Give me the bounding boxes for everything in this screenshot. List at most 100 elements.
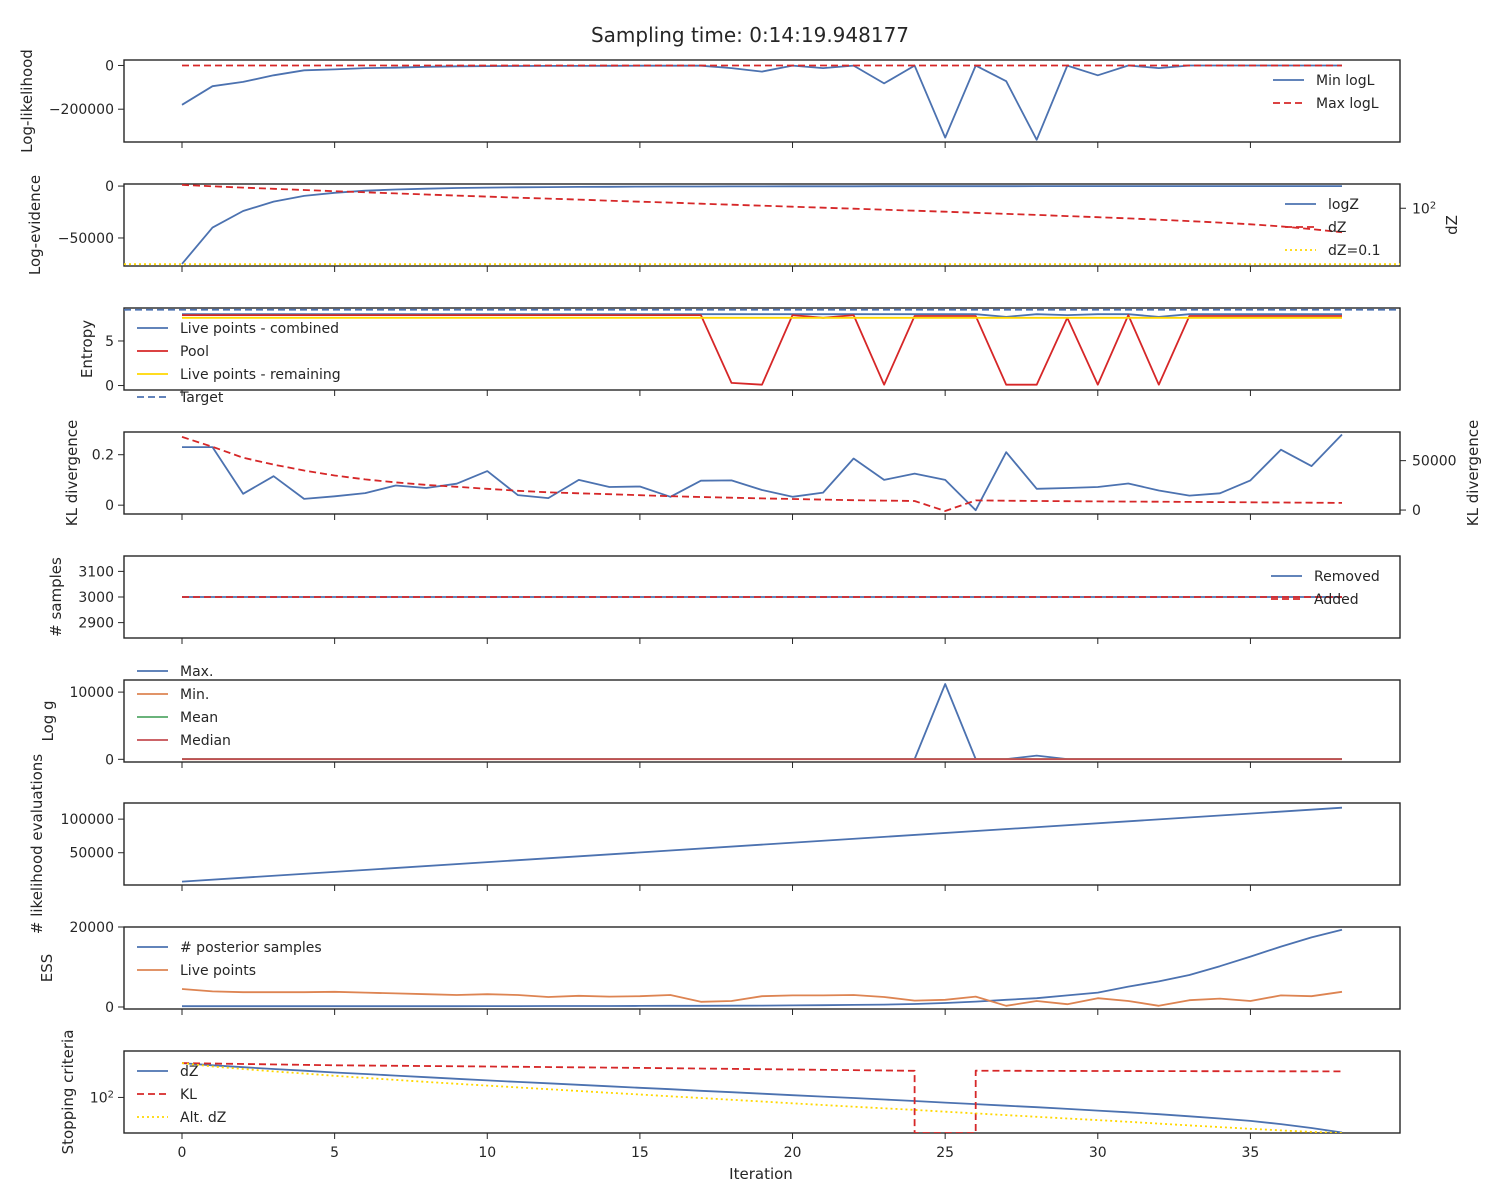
legend-label: logZ	[1328, 197, 1359, 213]
plot-frame	[123, 59, 1401, 143]
y2-axis-label: KL divergence	[1464, 420, 1482, 526]
legend-label: Alt. dZ	[180, 1110, 226, 1126]
panel-1: 0 −200000 Log-likelihood Min logL Max logL	[18, 49, 1401, 153]
legend-label: Live points - combined	[180, 321, 339, 337]
x-tick-label: 25	[936, 1145, 954, 1161]
y-axis-label: # likelihood evaluations	[28, 754, 46, 934]
legend-label: Pool	[180, 344, 209, 360]
y-tick-label: 5	[105, 334, 114, 350]
y-axis-label: KL divergence	[63, 420, 81, 526]
y-axis-label: Log g	[39, 700, 57, 741]
x-axis-label: Iteration	[729, 1165, 793, 1183]
series-line-2	[181, 184, 1343, 234]
x-tick-label: 10	[478, 1145, 496, 1161]
series-line-1	[181, 64, 1342, 141]
series-group	[124, 184, 1400, 266]
panel-3: 0 5 Entropy Live points - combined Pool Live …	[78, 307, 1401, 406]
series-line-1	[182, 928, 1343, 1008]
plot-frame	[123, 183, 1401, 267]
plot-frame	[123, 679, 1401, 763]
y-tick-label: 0	[105, 752, 114, 768]
y-tick-label: 50000	[69, 846, 114, 862]
panel-7: 50000 100000 # likelihood evaluations	[28, 754, 1401, 934]
series-group	[181, 433, 1343, 512]
x-tick-label: 0	[178, 1145, 187, 1161]
series-line-1	[181, 185, 1342, 265]
series-line-1	[181, 1062, 1343, 1133]
y-tick-label: 0	[105, 498, 114, 514]
legend-label: KL	[180, 1087, 197, 1103]
legend-label: dZ=0.1	[1328, 243, 1380, 259]
legend-label: Live points - remaining	[180, 367, 341, 383]
y-axis-label: # samples	[47, 557, 65, 637]
panel-2: 0 −50000 102 Log-evidence dZ logZ dZ dZ=0.1	[26, 175, 1461, 275]
y-tick-label: 2900	[78, 616, 114, 632]
legend-label: Min.	[180, 687, 209, 703]
legend-label: dZ	[1328, 220, 1346, 236]
legend-label: # posterior samples	[180, 940, 322, 956]
series-line-1	[181, 806, 1343, 883]
x-tick-label: 30	[1089, 1145, 1107, 1161]
panel-9: 0 5 10 15 20 25 30 35 102 Stopping criteria dZ KL Al…	[59, 1030, 1401, 1161]
legend: Min logL Max logL	[1273, 73, 1379, 112]
panel-5: 2900 3000 3100 # samples Removed Added	[47, 555, 1401, 644]
series-group	[181, 64, 1342, 141]
legend-label: Removed	[1314, 569, 1380, 585]
y-tick-label: 0	[105, 1000, 114, 1016]
y-tick-label: −50000	[58, 231, 114, 247]
legend: dZ KL Alt. dZ	[137, 1064, 226, 1126]
y-tick-label: 20000	[69, 920, 114, 936]
panel-6: 0 10000 Log g Max. Min. Mean Median	[39, 664, 1401, 768]
y2-tick-label: 102	[1412, 200, 1436, 218]
plot-frame	[123, 1050, 1401, 1134]
series-line-1	[182, 433, 1343, 512]
series-line-2	[181, 436, 1343, 512]
legend-label: Target	[179, 390, 224, 406]
legend-label: Added	[1314, 592, 1359, 608]
y-axis-label: Stopping criteria	[59, 1030, 77, 1155]
y-tick-label: −200000	[49, 102, 114, 118]
legend-label: Max logL	[1316, 96, 1379, 112]
series-group	[181, 928, 1343, 1008]
plot-frame	[123, 431, 1401, 515]
legend-label: Min logL	[1316, 73, 1375, 89]
legend: logZ dZ dZ=0.1	[1285, 197, 1380, 259]
legend-label: Max.	[180, 664, 213, 680]
y2-tick-label: 50000	[1412, 454, 1457, 470]
y-tick-label: 3000	[78, 590, 114, 606]
series-line-2	[182, 314, 1342, 386]
legend-label: Live points	[180, 963, 256, 979]
legend-label: dZ	[180, 1064, 198, 1080]
legend: Max. Min. Mean Median	[137, 664, 231, 749]
y2-axis-label: dZ	[1443, 215, 1461, 235]
y-tick-label: 102	[90, 1089, 114, 1107]
panel-8: 0 20000 ESS # posterior samples Live points	[38, 920, 1401, 1016]
series-group	[182, 683, 1342, 761]
series-group	[124, 308, 1400, 386]
x-tick-label: 35	[1242, 1145, 1260, 1161]
y-tick-label: 3100	[78, 564, 114, 580]
legend: # posterior samples Live points	[137, 940, 322, 979]
y-axis-label: ESS	[38, 954, 56, 983]
series-line-2	[181, 988, 1343, 1007]
y-tick-label: 0	[105, 379, 114, 395]
x-tick-label: 5	[330, 1145, 339, 1161]
x-tick-label: 20	[784, 1145, 802, 1161]
series-line-2	[181, 1062, 1343, 1133]
figure-title: Sampling time: 0:14:19.948177	[591, 23, 909, 47]
y-axis-label: Log-likelihood	[18, 49, 36, 153]
series-group	[181, 1062, 1343, 1133]
legend-label: Mean	[180, 710, 218, 726]
x-tick-label: 15	[631, 1145, 649, 1161]
y-tick-label: 100000	[61, 812, 114, 828]
y-axis-label: Entropy	[78, 320, 96, 378]
y-tick-label: 0.2	[92, 448, 114, 464]
series-line-3	[181, 1062, 1343, 1133]
y-axis-label: Log-evidence	[26, 175, 44, 275]
y2-tick-label: 0	[1412, 503, 1421, 519]
y-tick-label: 0	[105, 179, 114, 195]
y-tick-label: 10000	[69, 685, 114, 701]
legend: Removed Added	[1271, 569, 1380, 608]
series-group	[181, 806, 1343, 883]
